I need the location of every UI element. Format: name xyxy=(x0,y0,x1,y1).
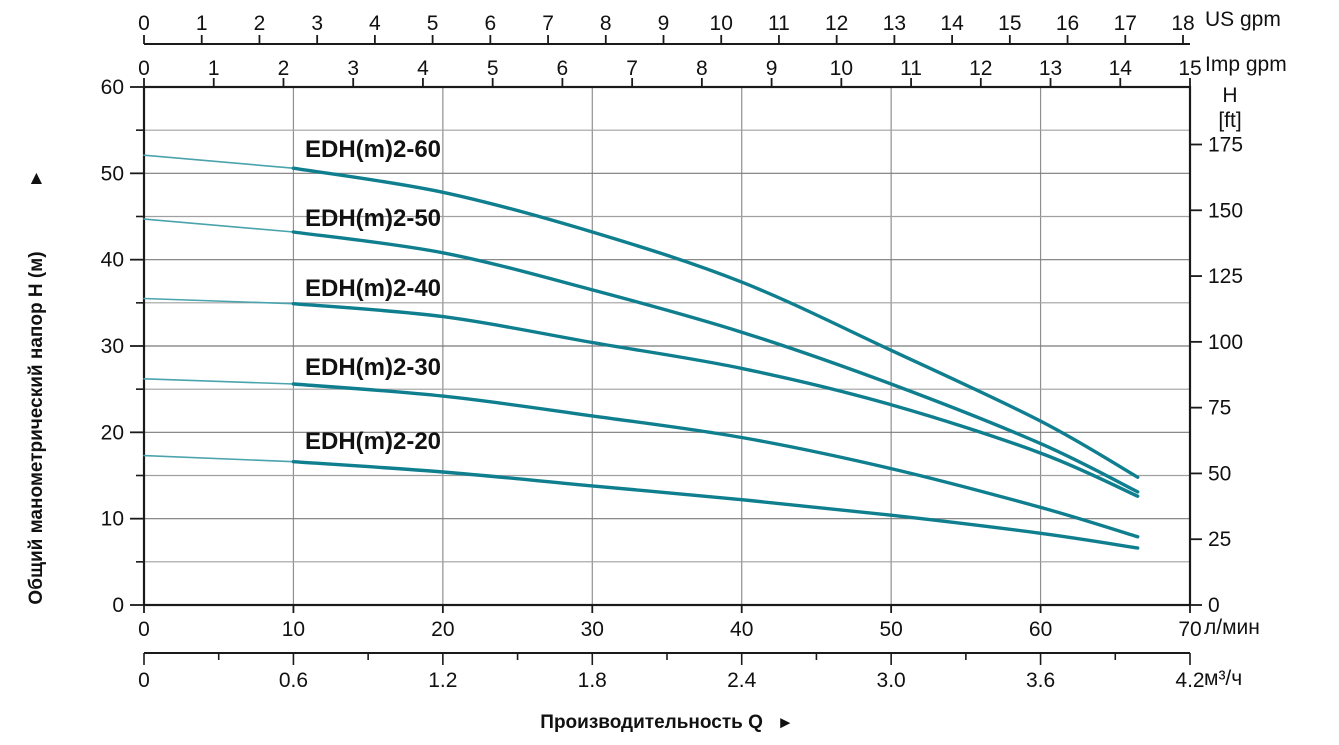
h-ft-tick-label: 0 xyxy=(1208,594,1220,617)
imp-gpm-tick-label: 7 xyxy=(626,57,638,80)
us-gpm-tick-label: 2 xyxy=(254,12,266,35)
imp-gpm-tick-label: 6 xyxy=(557,57,569,80)
us-gpm-tick-label: 7 xyxy=(542,12,554,35)
imp-gpm-tick-label: 0 xyxy=(138,57,150,80)
l-min-tick-label: 30 xyxy=(581,618,604,641)
imp-gpm-unit-label: Imp gpm xyxy=(1205,53,1287,76)
us-gpm-tick-label: 0 xyxy=(138,12,150,35)
us-gpm-tick-label: 14 xyxy=(940,12,964,35)
l-min-tick-label: 0 xyxy=(138,618,150,641)
imp-gpm-tick-label: 15 xyxy=(1178,57,1201,80)
m3h-tick-label: 0 xyxy=(138,669,150,692)
curve-thin-EDH(m)2-60 xyxy=(143,154,295,169)
curve-EDH(m)2-20 xyxy=(291,460,1140,550)
us-gpm-tick-label: 17 xyxy=(1114,12,1137,35)
h-ft-tick-label: 25 xyxy=(1208,528,1231,551)
curve-label: EDH(m)2-30 xyxy=(305,354,441,381)
us-gpm-tick-label: 8 xyxy=(600,12,612,35)
us-gpm-tick-label: 13 xyxy=(883,12,906,35)
curve-EDH(m)2-30 xyxy=(291,382,1140,539)
us-gpm-tick-label: 3 xyxy=(311,12,323,35)
m3h-tick-label: 0.6 xyxy=(279,669,308,692)
x-axis-right-arrow-icon: ► xyxy=(776,713,794,732)
imp-gpm-tick-label: 5 xyxy=(487,57,499,80)
h-m-tick-label: 50 xyxy=(101,162,124,185)
h-m-tick-label: 10 xyxy=(101,508,124,531)
imp-gpm-tick-label: 9 xyxy=(766,57,778,80)
m3h-tick-label: 3.6 xyxy=(1026,669,1055,692)
l-min-tick-label: 70 xyxy=(1178,618,1201,641)
h-ft-tick-label: 125 xyxy=(1208,265,1243,288)
l-min-tick-label: 60 xyxy=(1029,618,1052,641)
imp-gpm-tick-label: 1 xyxy=(208,57,220,80)
m3h-tick-label: 2.4 xyxy=(727,669,757,692)
us-gpm-tick-label: 9 xyxy=(658,12,670,35)
h-ft-tick-label: 150 xyxy=(1208,199,1243,222)
h-label: H xyxy=(1222,84,1238,107)
imp-gpm-tick-label: 8 xyxy=(696,57,708,80)
m3h-tick-label: 1.8 xyxy=(578,669,607,692)
imp-gpm-tick-label: 10 xyxy=(830,57,853,80)
h-m-tick-label: 60 xyxy=(101,76,124,99)
imp-gpm-tick-label: 3 xyxy=(347,57,359,80)
x-axis-title: Производительность Q xyxy=(540,712,763,733)
m3h-tick-label: 4.2 xyxy=(1175,669,1204,692)
curve-label: EDH(m)2-50 xyxy=(305,205,441,232)
us-gpm-tick-label: 18 xyxy=(1171,12,1194,35)
us-gpm-tick-label: 1 xyxy=(196,12,208,35)
ft-label: [ft] xyxy=(1218,109,1242,132)
h-ft-tick-label: 50 xyxy=(1208,462,1231,485)
l-min-unit-label: л/мин xyxy=(1204,616,1260,639)
m3h-unit-label: м³/ч xyxy=(1204,667,1243,690)
curve-EDH(m)2-40 xyxy=(291,302,1140,498)
imp-gpm-tick-label: 14 xyxy=(1109,57,1133,80)
curve-thin-EDH(m)2-30 xyxy=(143,378,295,385)
h-m-tick-label: 40 xyxy=(101,249,124,272)
curve-label: EDH(m)2-20 xyxy=(305,428,441,455)
l-min-tick-label: 50 xyxy=(879,618,902,641)
h-ft-tick-label: 75 xyxy=(1208,397,1231,420)
us-gpm-unit-label: US gpm xyxy=(1205,8,1281,31)
h-m-tick-label: 20 xyxy=(101,421,124,444)
h-m-tick-label: 30 xyxy=(101,335,124,358)
y-axis-up-arrow-icon: ▲ xyxy=(27,168,46,189)
us-gpm-tick-label: 4 xyxy=(369,12,381,35)
imp-gpm-tick-label: 2 xyxy=(278,57,290,80)
imp-gpm-tick-label: 12 xyxy=(969,57,992,80)
curve-EDH(m)2-50 xyxy=(291,230,1140,494)
us-gpm-tick-label: 6 xyxy=(484,12,496,35)
m3h-tick-label: 3.0 xyxy=(877,669,906,692)
curve-thin-EDH(m)2-50 xyxy=(143,218,295,233)
us-gpm-tick-label: 5 xyxy=(427,12,439,35)
h-ft-tick-label: 175 xyxy=(1208,133,1243,156)
l-min-tick-label: 10 xyxy=(282,618,305,641)
us-gpm-tick-label: 11 xyxy=(768,12,790,35)
us-gpm-tick-label: 15 xyxy=(998,12,1021,35)
x-axis-title-wrap: Производительность Q ► xyxy=(144,712,1190,734)
imp-gpm-tick-label: 11 xyxy=(900,57,922,80)
imp-gpm-tick-label: 13 xyxy=(1039,57,1062,80)
curve-thin-EDH(m)2-20 xyxy=(143,454,295,463)
curve-label: EDH(m)2-60 xyxy=(305,136,441,163)
imp-gpm-tick-label: 4 xyxy=(417,57,429,80)
us-gpm-tick-label: 12 xyxy=(825,12,848,35)
right-axis-unit-label: H [ft] xyxy=(1200,83,1260,133)
us-gpm-tick-label: 10 xyxy=(710,12,733,35)
y-axis-title: Общий манометрический напор H (м) xyxy=(26,251,47,605)
l-min-tick-label: 40 xyxy=(730,618,753,641)
h-m-tick-label: 0 xyxy=(112,594,124,617)
curve-thin-EDH(m)2-40 xyxy=(143,297,295,305)
l-min-tick-label: 20 xyxy=(431,618,454,641)
m3h-tick-label: 1.2 xyxy=(428,669,457,692)
h-ft-tick-label: 100 xyxy=(1208,331,1243,354)
us-gpm-tick-label: 16 xyxy=(1056,12,1079,35)
curve-label: EDH(m)2-40 xyxy=(305,275,441,302)
curve-EDH(m)2-60 xyxy=(291,166,1140,479)
